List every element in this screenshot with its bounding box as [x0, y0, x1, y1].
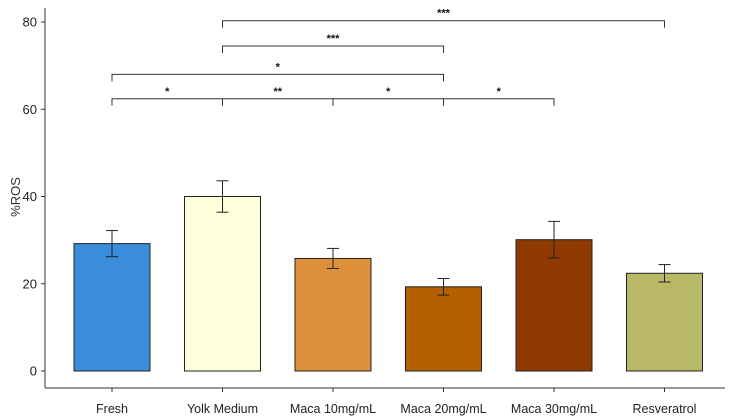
bar	[184, 196, 261, 372]
bar	[405, 286, 482, 372]
significance-label: *	[276, 61, 281, 73]
y-tick-label: 0	[30, 364, 37, 379]
bar	[294, 257, 372, 372]
y-tick-label: 20	[23, 276, 37, 291]
significance-bracket	[222, 45, 444, 53]
x-tick-label: Maca 30mg/mL	[511, 402, 597, 416]
significance-bracket	[443, 98, 555, 106]
significance-bracket	[222, 20, 665, 28]
bars	[73, 196, 703, 372]
error-bars	[106, 180, 671, 296]
significance-bracket	[111, 73, 444, 82]
axes: 0 20 40 60 80 Fresh Yolk Medium Maca 10mg/mL Mac…	[23, 8, 725, 416]
significance-label: ***	[437, 8, 451, 20]
bar	[73, 243, 151, 372]
significance-brackets: ******** ** * *	[111, 8, 665, 106]
x-tick-label: Maca 20mg/mL	[400, 402, 486, 416]
significance-label: *	[165, 86, 170, 98]
x-tick-label: Maca 10mg/mL	[290, 402, 376, 416]
significance-label: ***	[327, 33, 341, 45]
significance-label: *	[386, 86, 391, 98]
y-tick-label: 60	[23, 102, 37, 117]
significance-bracket	[111, 98, 223, 106]
y-tick-label: 80	[23, 15, 37, 30]
bar	[626, 272, 703, 372]
y-tick-label: 40	[23, 189, 37, 204]
x-tick-label: Yolk Medium	[187, 402, 258, 416]
significance-label: **	[273, 86, 282, 98]
significance-bracket	[222, 98, 334, 106]
y-axis-title: %ROS	[8, 177, 23, 217]
significance-label: *	[497, 86, 502, 98]
significance-bracket	[332, 98, 444, 106]
x-tick-label: Resveratrol	[633, 402, 697, 416]
x-tick-label: Fresh	[96, 402, 128, 416]
bar	[515, 239, 593, 372]
